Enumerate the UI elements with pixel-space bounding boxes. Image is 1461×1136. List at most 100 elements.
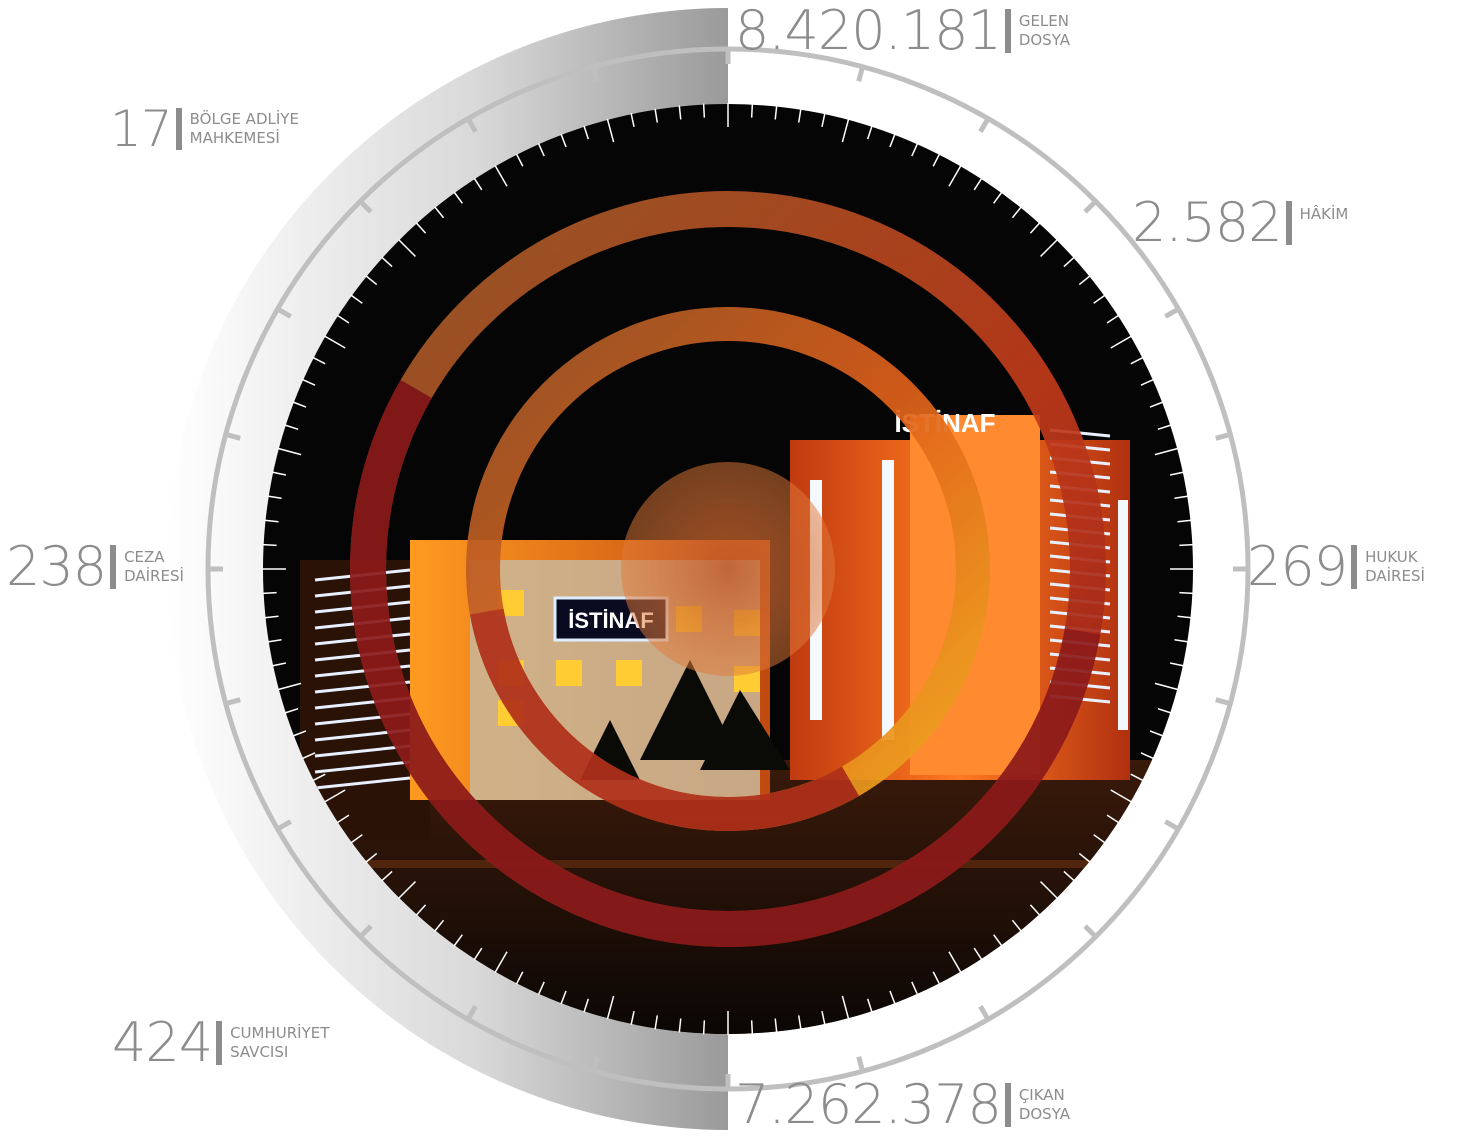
minor-tick <box>1106 814 1120 824</box>
minor-tick <box>1029 904 1041 916</box>
minor-tick <box>1174 495 1189 500</box>
minor-tick <box>654 1015 659 1030</box>
outer-ring-red-arc <box>350 380 1101 947</box>
minor-tick <box>948 951 962 973</box>
minor-tick <box>292 401 307 408</box>
minor-tick <box>292 730 307 737</box>
minor-tick <box>1110 789 1132 803</box>
minor-tick <box>1130 773 1144 782</box>
minor-tick <box>866 125 873 140</box>
minor-tick <box>415 904 427 916</box>
minor-tick <box>301 378 316 386</box>
major-tick <box>590 64 600 82</box>
stat-hakim: 2.582 HÂKİM <box>1132 196 1348 250</box>
minor-tick <box>630 1010 635 1025</box>
middle-ring-red-arc <box>469 608 859 831</box>
minor-tick <box>537 142 545 157</box>
major-tick <box>1164 819 1182 833</box>
minor-tick <box>350 294 363 304</box>
minor-tick <box>1177 519 1192 523</box>
minor-tick <box>1093 294 1106 304</box>
minor-tick <box>911 142 919 157</box>
minor-tick <box>654 108 659 123</box>
minor-tick <box>365 275 378 286</box>
minor-tick <box>272 471 287 476</box>
major-tick <box>223 431 241 441</box>
minor-tick <box>1078 852 1091 863</box>
stat-hukuk-dairesi: 269 HUKUK DAİRESİ <box>1247 540 1425 594</box>
window <box>556 660 582 686</box>
stat-label: CEZA DAİRESİ <box>124 548 184 585</box>
window <box>616 660 642 686</box>
stat-label: ÇIKAN DOSYA <box>1018 1086 1070 1123</box>
minor-tick <box>453 934 463 947</box>
minor-tick <box>1063 870 1075 882</box>
stat-gelen-dosya: 8.420.181 GELEN DOSYA <box>735 4 1070 58</box>
light-stripe <box>314 760 411 774</box>
minor-tick <box>365 852 378 863</box>
minor-tick <box>1154 447 1179 456</box>
minor-tick <box>277 682 302 691</box>
minor-tick <box>1078 275 1091 286</box>
minor-tick <box>841 118 850 143</box>
minor-tick <box>262 543 277 547</box>
minor-tick <box>415 222 427 234</box>
major-tick <box>590 1056 600 1074</box>
minor-tick <box>1149 401 1164 408</box>
minor-tick <box>494 951 508 973</box>
minor-tick <box>434 206 445 219</box>
minor-tick <box>606 995 615 1020</box>
stat-value: 7.262.378 <box>735 1073 1002 1136</box>
light-stripe <box>314 776 411 790</box>
minor-tick <box>434 919 445 932</box>
major-tick <box>357 198 373 214</box>
minor-tick <box>797 108 802 123</box>
stat-divider <box>1351 545 1358 589</box>
stat-value: 2.582 <box>1132 191 1283 254</box>
minor-tick <box>750 1020 754 1035</box>
minor-tick <box>381 870 393 882</box>
minor-tick <box>774 1018 778 1033</box>
minor-tick <box>1093 834 1106 844</box>
minor-tick <box>494 165 508 187</box>
major-tick <box>856 1056 866 1074</box>
stat-label: HUKUK DAİRESİ <box>1365 548 1425 585</box>
stat-divider <box>110 545 117 589</box>
major-tick <box>274 305 292 319</box>
minor-tick <box>932 153 941 167</box>
minor-tick <box>678 105 682 120</box>
stat-value: 269 <box>1247 535 1348 598</box>
minor-tick <box>821 1010 826 1025</box>
minor-tick <box>630 113 635 128</box>
major-tick <box>357 924 373 940</box>
minor-tick <box>606 118 615 143</box>
minor-tick <box>1177 615 1192 619</box>
major-tick <box>223 697 241 707</box>
stat-bolge-adliye-mahkemesi: 17 BÖLGE ADLİYE MAHKEMESİ <box>110 104 299 154</box>
minor-tick <box>993 934 1003 947</box>
minor-tick <box>1157 424 1172 431</box>
minor-tick <box>889 133 896 148</box>
minor-tick <box>324 335 346 349</box>
stat-divider <box>216 1021 223 1065</box>
minor-tick <box>397 238 416 257</box>
minor-tick <box>350 834 363 844</box>
minor-tick <box>948 165 962 187</box>
major-tick <box>978 115 992 133</box>
minor-tick <box>1011 206 1022 219</box>
stat-value: 17 <box>110 100 173 158</box>
minor-tick <box>1149 730 1164 737</box>
minor-tick <box>1169 471 1184 476</box>
trees <box>580 660 790 780</box>
minor-tick <box>473 947 483 961</box>
major-ticks <box>206 47 1250 1091</box>
minor-tick <box>453 191 463 204</box>
minor-tick <box>1011 919 1022 932</box>
major-tick <box>1215 431 1233 441</box>
minor-tick <box>324 789 346 803</box>
stat-cikan-dosya: 7.262.378 ÇIKAN DOSYA <box>735 1078 1070 1132</box>
minor-tick <box>993 191 1003 204</box>
minor-tick <box>702 103 706 118</box>
minor-tick <box>1040 238 1059 257</box>
minor-tick <box>1029 222 1041 234</box>
